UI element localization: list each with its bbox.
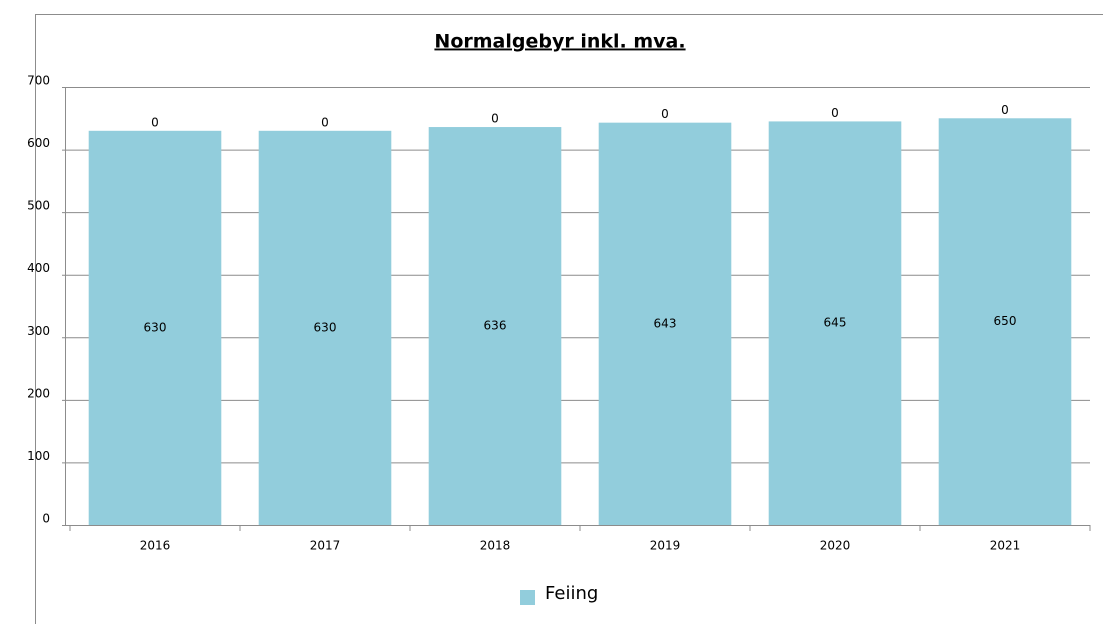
data-label: 636 [484, 319, 507, 333]
x-tick-label: 2021 [990, 539, 1021, 553]
data-label: 630 [314, 320, 337, 334]
x-tick-label: 2018 [480, 539, 511, 553]
data-label: 0 [1001, 103, 1009, 117]
data-label: 0 [151, 115, 159, 129]
data-label: 650 [994, 314, 1017, 328]
y-tick-label: 300 [27, 324, 50, 338]
legend-swatch [520, 590, 535, 605]
bar [598, 122, 732, 525]
y-tick-label: 100 [27, 449, 50, 463]
y-tick-label: 200 [27, 386, 50, 400]
data-label: 0 [661, 107, 669, 121]
x-tick-label: 2016 [140, 539, 171, 553]
data-label: 0 [831, 106, 839, 120]
bar [258, 130, 392, 526]
bar [88, 130, 222, 526]
data-label: 645 [824, 316, 847, 330]
bar [428, 127, 562, 525]
legend-label: Feiing [545, 583, 598, 604]
y-tick-label: 700 [27, 74, 50, 88]
y-tick-label: 500 [27, 199, 50, 213]
bar [768, 121, 902, 526]
x-tick-label: 2019 [650, 539, 681, 553]
data-label: 0 [321, 115, 329, 129]
data-label: 0 [491, 112, 499, 126]
x-tick-label: 2020 [820, 539, 851, 553]
y-tick-label: 600 [27, 136, 50, 150]
y-tick-label: 0 [42, 512, 50, 526]
data-label: 630 [144, 320, 167, 334]
data-label: 643 [654, 316, 677, 330]
x-tick-label: 2017 [310, 539, 341, 553]
y-tick-label: 400 [27, 261, 50, 275]
bar [938, 118, 1072, 526]
chart-title: Normalgebyr inkl. mva. [434, 31, 685, 53]
